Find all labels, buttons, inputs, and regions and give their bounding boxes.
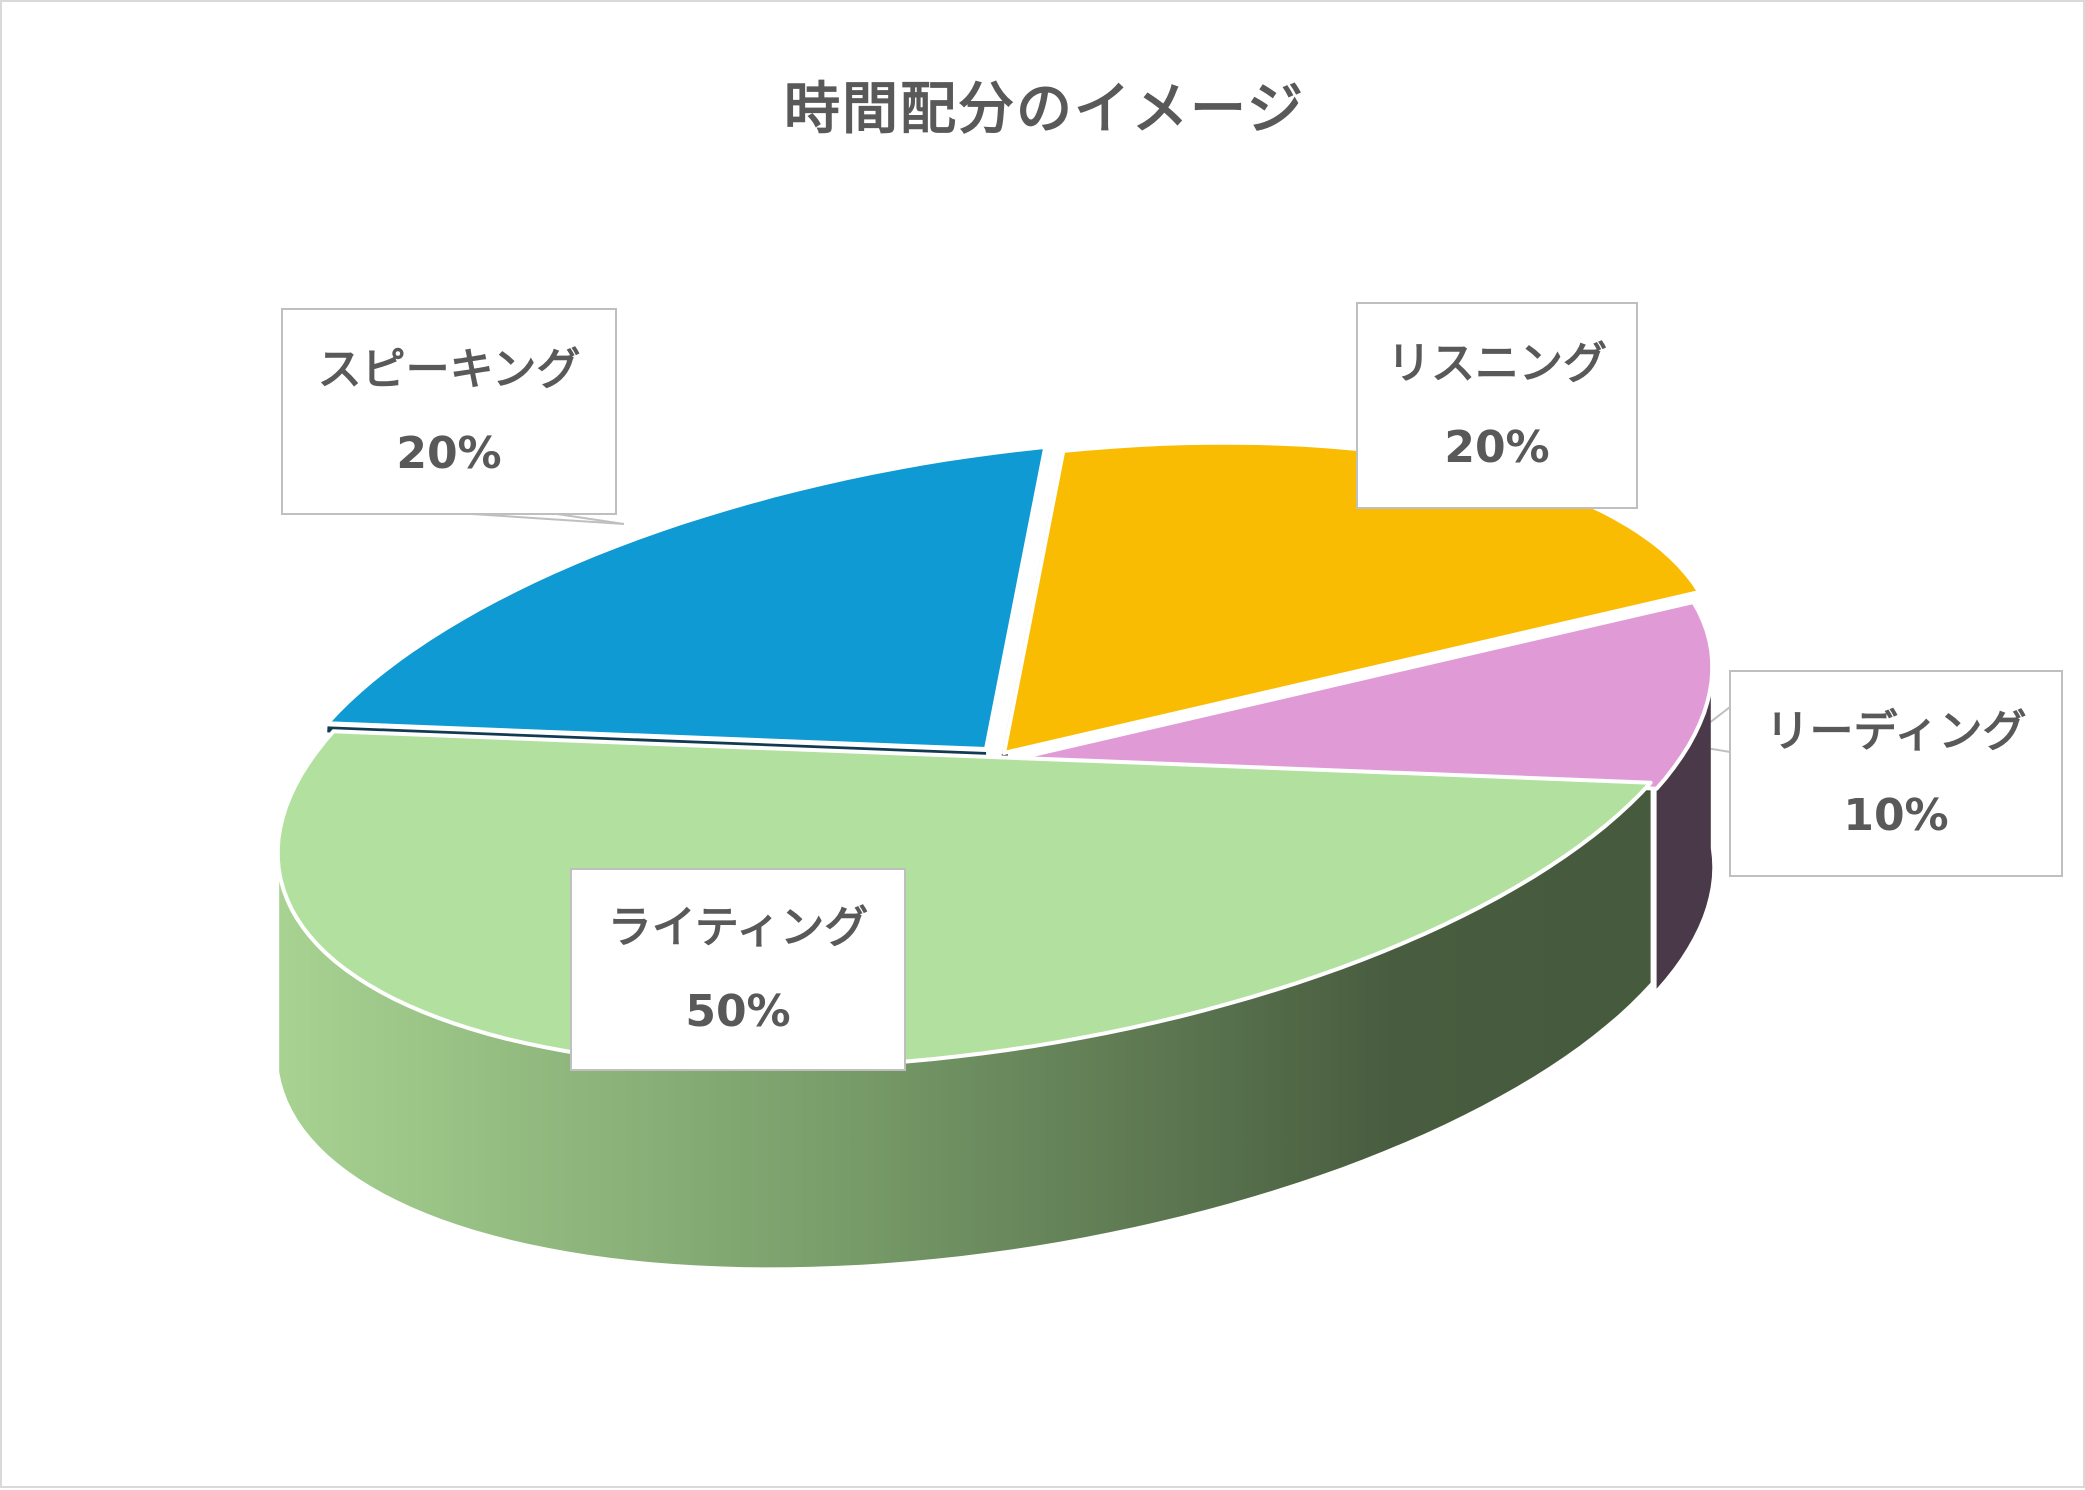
slice-speaking xyxy=(325,444,1048,751)
callout-listening: リスニング 20% xyxy=(1356,302,1638,509)
callout-writing: ライティング 50% xyxy=(570,868,906,1071)
slice-side-writing xyxy=(279,782,1651,1268)
slice-label-reading: リーディング xyxy=(1765,705,2027,757)
slice-value-speaking: 20% xyxy=(396,427,502,479)
slice-reading xyxy=(996,600,1715,791)
slice-value-listening: 20% xyxy=(1444,421,1550,473)
chart-title: 時間配分のイメージ xyxy=(784,77,1305,142)
slice-label-writing: ライティング xyxy=(607,901,869,953)
slice-label-speaking: スピーキング xyxy=(317,343,581,395)
callout-speaking: スピーキング 20% xyxy=(281,308,617,515)
slice-side-reading xyxy=(1656,648,1713,989)
leader-speaking xyxy=(471,513,625,525)
slice-label-listening: リスニング xyxy=(1387,337,1607,389)
slice-value-writing: 50% xyxy=(685,985,791,1037)
slice-value-reading: 10% xyxy=(1843,789,1949,841)
callout-reading: リーディング 10% xyxy=(1729,670,2063,877)
